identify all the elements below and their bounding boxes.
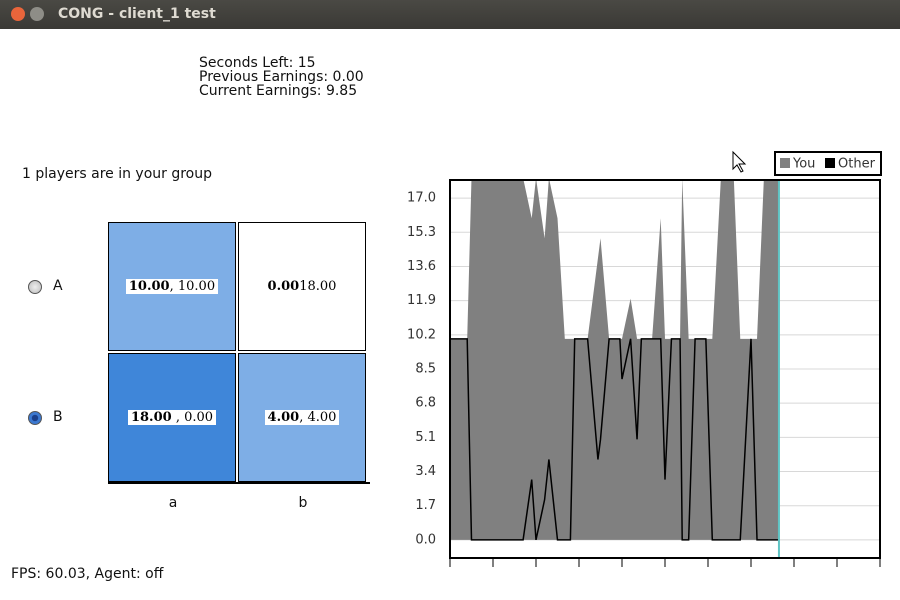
- status: Seconds Left: 15 Previous Earnings: 0.00…: [199, 56, 364, 98]
- matrix-cell: 0.0018.00: [238, 222, 366, 351]
- y-tick-label: 10.2: [407, 327, 436, 342]
- row-label: B: [53, 409, 63, 425]
- column-label: a: [168, 495, 178, 511]
- window-title: CONG - client_1 test: [58, 6, 216, 22]
- payoff-matrix: 10.00, 10.00 0.0018.00 18.00 , 0.00 4.00, 4…: [108, 222, 370, 484]
- y-tick-label: 3.4: [415, 464, 436, 479]
- minimize-button[interactable]: [30, 7, 44, 21]
- other-payoff: , 10.00: [169, 279, 216, 294]
- group-text: 1 players are in your group: [22, 166, 213, 182]
- y-tick-label: 1.7: [415, 498, 436, 513]
- previous-earnings: Previous Earnings: 0.00: [199, 69, 364, 85]
- radio-button[interactable]: [28, 280, 42, 294]
- matrix-cell: 10.00, 10.00: [108, 222, 236, 351]
- cell-label: 0.0018.00: [264, 279, 340, 294]
- title-bar: CONG - client_1 test: [0, 0, 900, 29]
- row-label: A: [53, 278, 63, 294]
- footer: FPS: 60.03, Agent: off: [11, 566, 164, 582]
- legend-label: You: [792, 157, 815, 172]
- y-tick-label: 0.0: [415, 532, 436, 547]
- legend-swatch: [780, 158, 790, 168]
- own-payoff: 10.00: [128, 279, 170, 294]
- y-tick-label: 15.3: [407, 225, 436, 240]
- matrix-cell: 4.00, 4.00: [238, 353, 366, 482]
- legend-swatch: [825, 158, 835, 168]
- matrix-cell: 18.00 , 0.00: [108, 353, 236, 482]
- other-payoff: 18.00: [299, 279, 337, 294]
- seconds-left: Seconds Left: 15: [199, 55, 316, 71]
- cell-label: 10.00, 10.00: [125, 279, 219, 294]
- other-payoff: , 4.00: [299, 410, 337, 425]
- own-payoff: 0.00: [267, 279, 300, 294]
- column-label: b: [298, 495, 308, 511]
- own-payoff: 18.00: [130, 410, 172, 425]
- line: [450, 338, 779, 541]
- y-tick-label: 5.1: [415, 430, 436, 445]
- y-tick-label: 8.5: [415, 362, 436, 377]
- current-earnings: Current Earnings: 9.85: [199, 83, 358, 99]
- area: [450, 180, 779, 540]
- legend-label: Other: [838, 157, 876, 172]
- own-payoff: 4.00: [267, 410, 300, 425]
- close-button[interactable]: [11, 7, 25, 21]
- y-tick-label: 17.0: [407, 191, 436, 206]
- y-tick-label: 6.8: [415, 396, 436, 411]
- y-tick-label: 13.6: [407, 259, 436, 274]
- cell-label: 4.00, 4.00: [264, 410, 340, 425]
- y-tick-label: 11.9: [407, 293, 436, 308]
- other-payoff: , 0.00: [171, 410, 214, 425]
- cell-label: 18.00 , 0.00: [127, 410, 217, 425]
- mouse-cursor: [732, 150, 747, 173]
- radio-button[interactable]: [28, 411, 42, 425]
